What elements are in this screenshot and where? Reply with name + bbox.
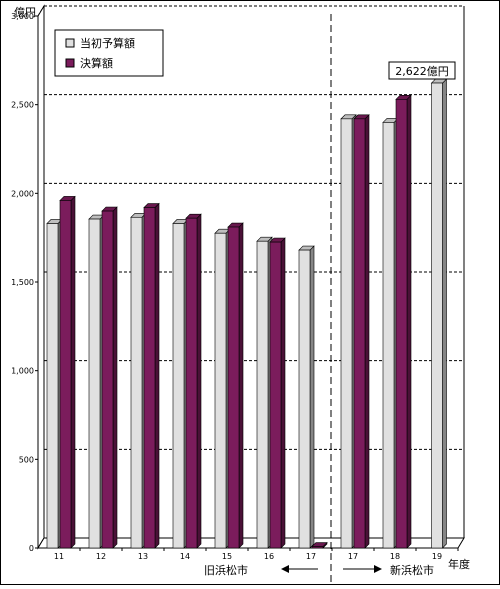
bar-settlement — [185, 213, 202, 549]
bar-front — [298, 249, 311, 549]
annotation-text: 2,622億円 — [395, 65, 449, 78]
bar-side — [238, 222, 244, 549]
bar-side — [280, 237, 286, 549]
x-tick-label: 17 — [348, 552, 358, 561]
left-wall — [37, 4, 45, 550]
y-unit-label: 億円 — [14, 6, 36, 19]
x-tick-label: 15 — [222, 552, 232, 561]
y-tick-label: 1,000 — [11, 367, 34, 376]
bar-front — [227, 226, 240, 549]
bar-side — [112, 206, 118, 549]
bar-front — [46, 223, 59, 549]
bar-layer — [46, 78, 448, 549]
legend-label-budget: 当初予算額 — [80, 36, 135, 50]
y-tick-label: 1,500 — [11, 278, 34, 287]
bar-settlement — [227, 222, 244, 549]
x-tick-label: 17 — [306, 552, 316, 561]
legend: 当初予算額 決算額 — [54, 29, 164, 77]
legend-box — [54, 29, 164, 77]
bar-front — [214, 232, 227, 549]
y-tick-label: 2,500 — [11, 101, 34, 110]
bar-budget — [430, 78, 448, 549]
bar-front — [101, 210, 114, 549]
bar-settlement — [101, 206, 118, 549]
x-axis-label: 年度 — [448, 557, 470, 571]
bar-settlement — [143, 202, 160, 549]
y-tick-label: 2,000 — [11, 189, 34, 198]
bar-front — [395, 99, 408, 549]
legend-swatch-settlement — [65, 58, 75, 68]
legend-label-settlement: 決算額 — [80, 56, 113, 70]
bar-settlement — [59, 195, 76, 549]
bar-front — [353, 118, 366, 549]
legend-swatch-budget — [65, 38, 75, 48]
y-tick-label: 0 — [29, 544, 34, 553]
bar-side — [309, 245, 315, 549]
y-tick-label: 3,000 — [11, 12, 34, 21]
x-tick-label: 11 — [54, 552, 64, 561]
bar-settlement — [269, 237, 286, 549]
bar-front — [172, 223, 185, 549]
bar-settlement — [311, 541, 328, 549]
label-layer: 0 500 1,000 1,500 2,000 2,500 3,000 11 12 13 14 15 1… — [11, 12, 442, 561]
bar-settlement — [353, 114, 370, 549]
annotation-box — [388, 61, 456, 80]
y-tick-label: 500 — [19, 455, 34, 464]
new-city-arrow — [343, 565, 382, 573]
value-annotation: 2,622億円 — [388, 61, 456, 80]
bar-front — [143, 207, 156, 549]
old-city-label: 旧浜松市 — [204, 563, 248, 577]
bar-side — [154, 202, 160, 549]
bar-front — [88, 218, 101, 549]
bar-front — [311, 546, 324, 549]
bar-front — [130, 216, 143, 549]
bar-front — [431, 82, 443, 549]
x-tick-label: 14 — [180, 552, 190, 561]
new-city-label: 新浜松市 — [390, 563, 434, 577]
bar-side — [196, 213, 202, 549]
bar-front — [340, 118, 353, 549]
bar-front — [185, 217, 198, 549]
x-tick-label: 16 — [264, 552, 274, 561]
bar-budget — [298, 245, 315, 549]
bar-front — [269, 241, 282, 549]
x-tick-label: 18 — [390, 552, 400, 561]
bar-side — [406, 94, 412, 549]
bar-front — [256, 240, 269, 549]
bar-side — [442, 78, 447, 549]
bar-side — [70, 195, 76, 549]
x-tick-label: 12 — [96, 552, 106, 561]
old-city-arrow — [281, 565, 318, 573]
bar-side — [364, 114, 370, 549]
bar-settlement — [395, 94, 412, 549]
bar-front — [59, 200, 72, 549]
bar-front — [382, 122, 395, 549]
x-tick-label: 13 — [138, 552, 148, 561]
x-tick-label: 19 — [432, 552, 442, 561]
